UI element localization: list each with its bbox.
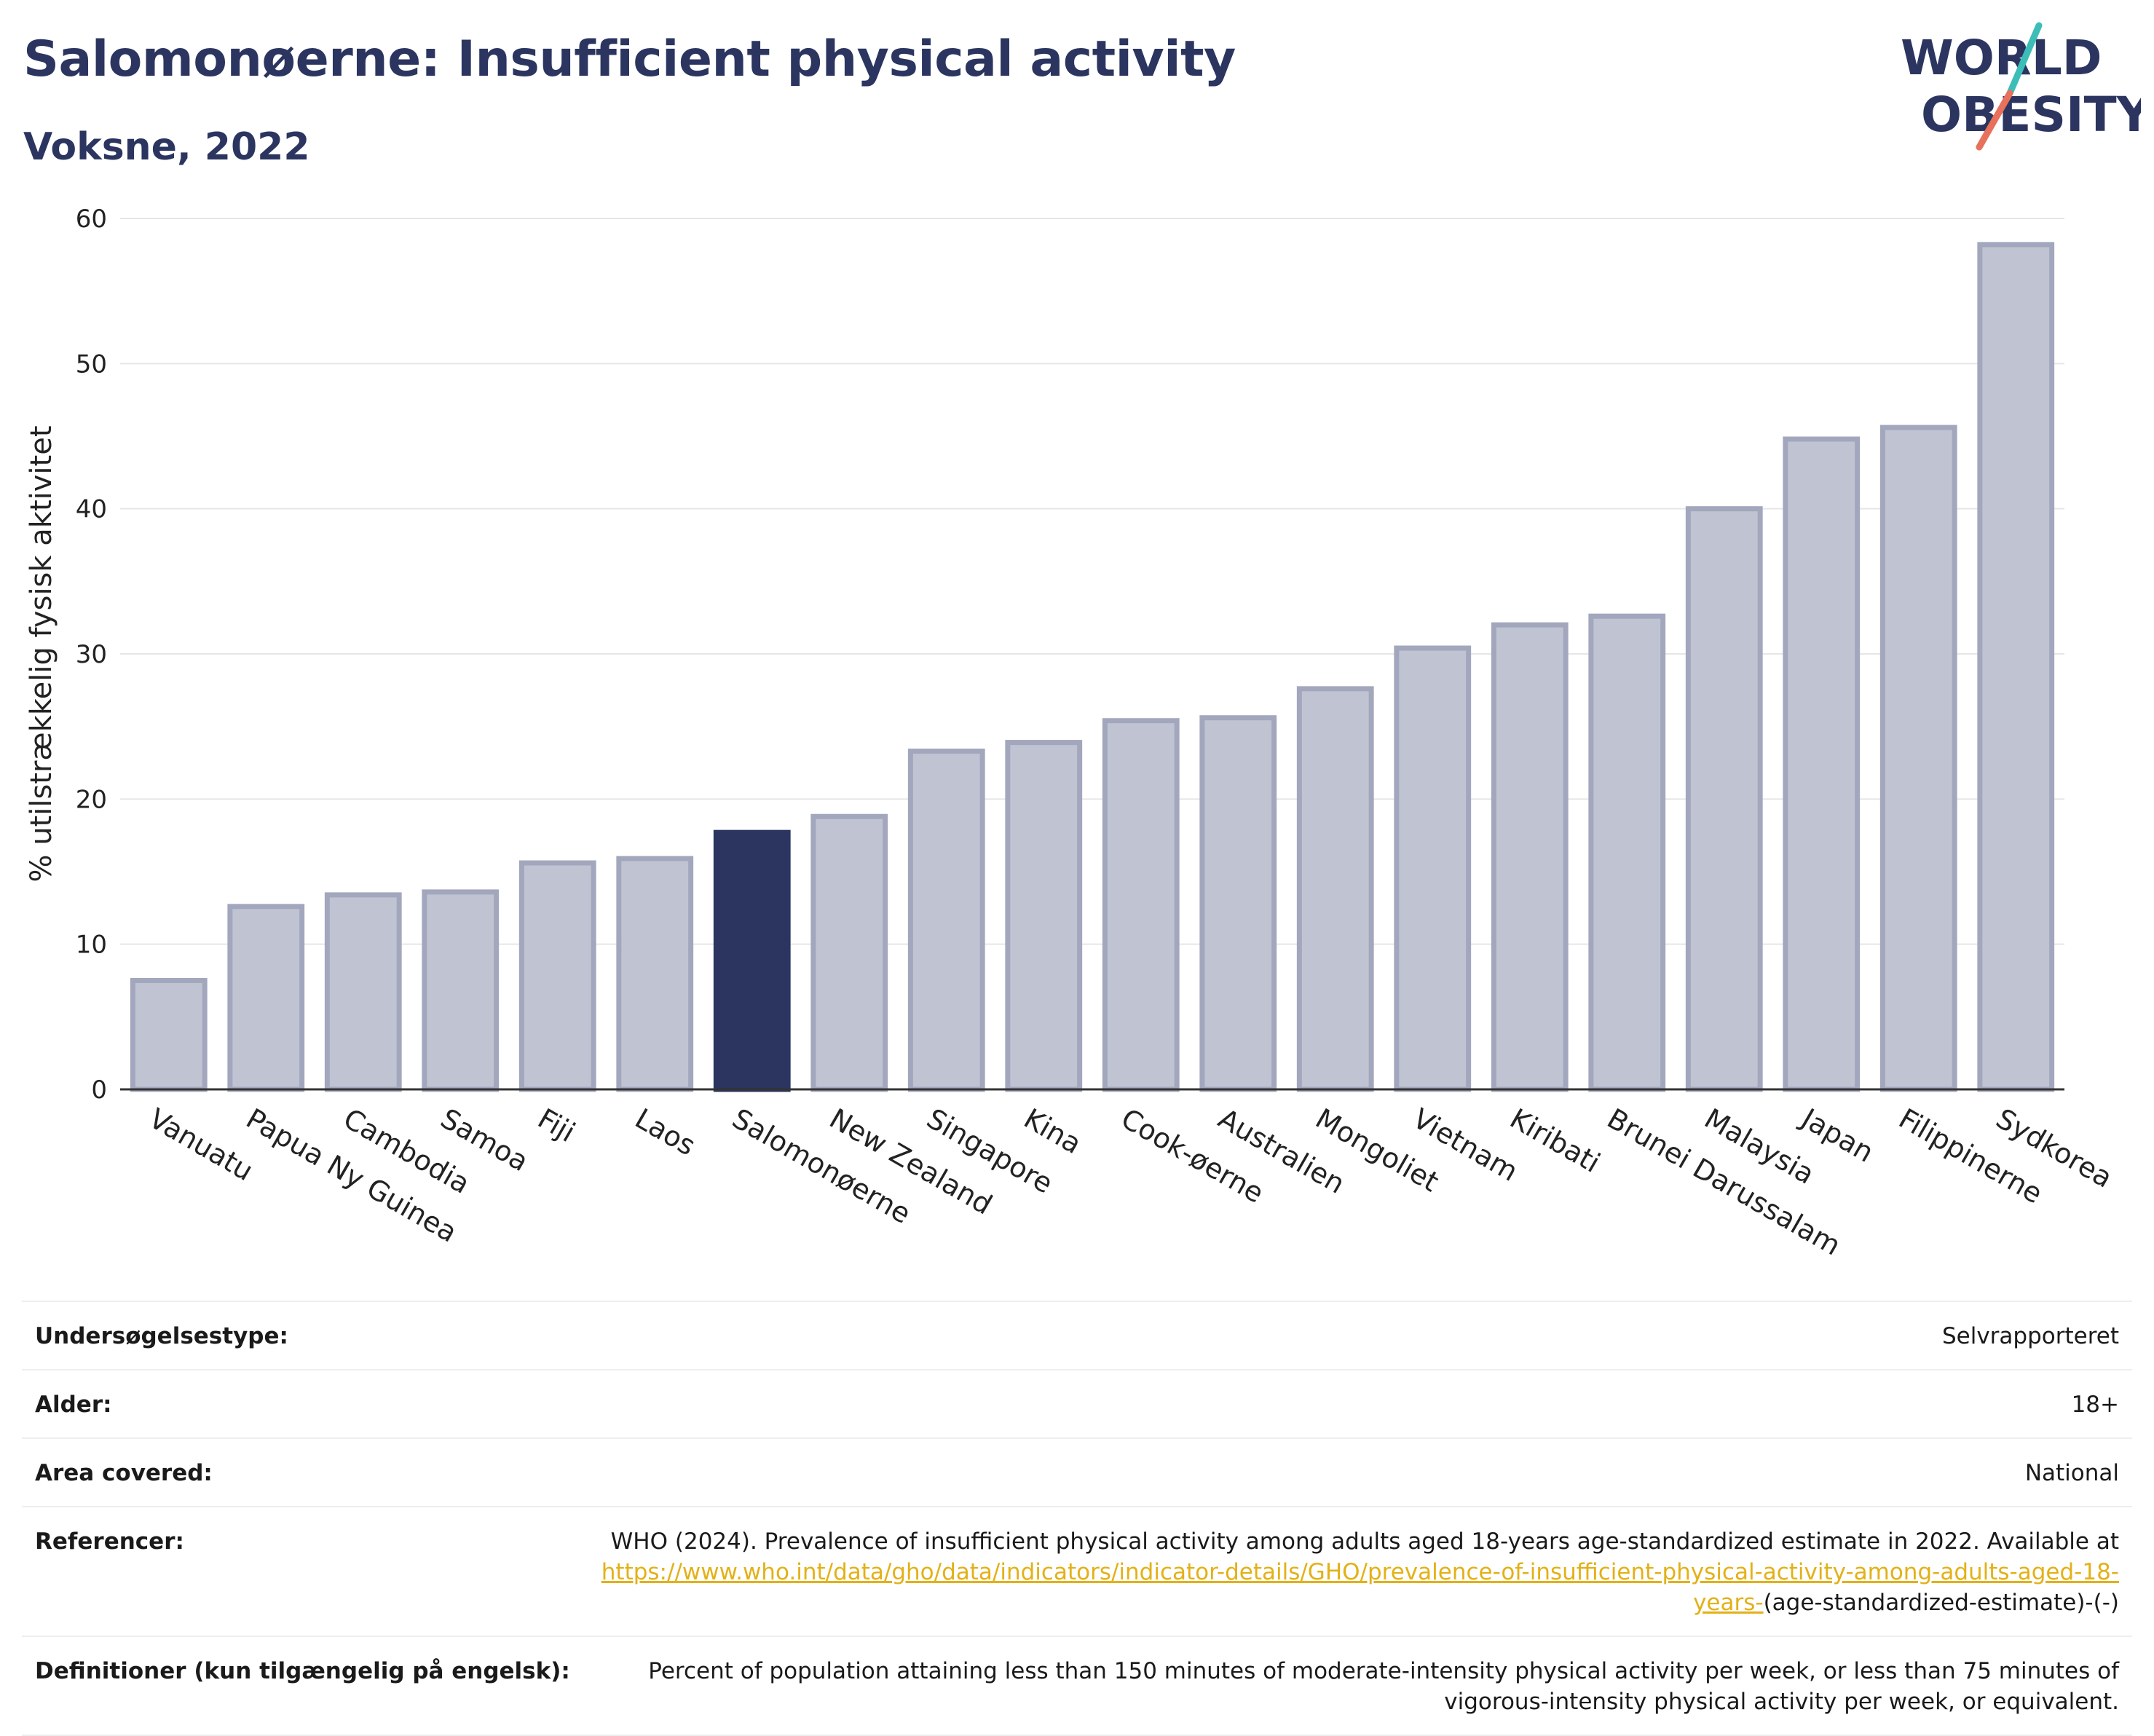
info-key: Undersøgelsestype: [35,1323,288,1349]
bar-papua-ny-guinea[interactable] [227,904,305,1092]
bar-australien[interactable] [1199,715,1277,1092]
info-row-area: Area covered: National [22,1439,2132,1507]
info-key: Alder: [35,1392,112,1418]
info-value: 18+ [2071,1392,2119,1418]
logo-slash-teal [2006,22,2043,97]
bar-new-zealand[interactable] [810,813,888,1092]
y-tick-label: 30 [76,640,107,669]
info-value: Selvrapporteret [1941,1323,2119,1349]
logo-world-text: WORLD [1901,30,2102,86]
x-tick-label: Kina [1019,1102,1087,1161]
logo-obesity-text: OBESITY [1921,87,2141,143]
info-value: National [2024,1460,2119,1486]
y-tick-label: 0 [91,1076,107,1105]
bar-kiribati[interactable] [1491,622,1569,1092]
y-tick-label: 50 [76,350,107,379]
info-value: WHO (2024). Prevalence of insufficient p… [574,1526,2119,1618]
info-key: Area covered: [35,1460,213,1486]
page-title: Salomonøerne: Insufficient physical acti… [23,31,1236,88]
bar-cook-øerne[interactable] [1102,718,1180,1092]
bar-filippinerne[interactable] [1879,425,1957,1092]
x-tick-label: Laos [630,1102,701,1162]
bar-samoa[interactable] [422,889,500,1092]
y-tick-label: 20 [76,785,107,814]
x-tick-label: Kiribati [1504,1102,1606,1179]
info-row-age: Alder: 18+ [22,1370,2132,1439]
bar-mongoliet[interactable] [1296,686,1374,1092]
bar-kina[interactable] [1005,740,1083,1092]
bar-singapore[interactable] [907,749,985,1092]
x-tick-label: Vanuatu [143,1102,259,1187]
bar-malaysia[interactable] [1685,506,1763,1092]
bar-fiji[interactable] [518,860,596,1092]
info-row-definition: Definitioner (kun tilgængelig på engelsk… [22,1637,2132,1736]
x-tick-label: Fiji [532,1102,580,1148]
bar-laos[interactable] [616,856,694,1092]
reference-suffix: (age-standardized-estimate)-(-) [1763,1590,2119,1616]
bar-vanuatu[interactable] [130,978,208,1092]
y-tick-label: 40 [76,495,107,524]
bar-salomonøerne[interactable] [713,829,791,1092]
page-subtitle: Voksne, 2022 [23,125,310,169]
y-tick-label: 10 [76,931,107,960]
bar-sydkorea[interactable] [1977,242,2055,1092]
reference-link[interactable]: https://www.who.int/data/gho/data/indica… [601,1559,2119,1616]
reference-text: WHO (2024). Prevalence of insufficient p… [610,1528,2119,1555]
bars [130,242,2055,1092]
info-key: Definitioner (kun tilgængelig på engelsk… [35,1658,570,1684]
bar-brunei-darussalam[interactable] [1588,613,1666,1092]
y-tick-label: 60 [76,205,107,234]
bar-vietnam[interactable] [1394,645,1472,1092]
bar-japan[interactable] [1783,436,1861,1092]
y-axis-label: % utilstrækkelig fysisk aktivitet [25,425,58,882]
info-table: Undersøgelsestype: Selvrapporteret Alder… [22,1301,2132,1736]
logo-slash-coral [1976,90,2013,151]
info-value: Percent of population attaining less tha… [648,1658,2119,1715]
grid-lines [120,218,2064,945]
info-key: Referencer: [35,1528,184,1555]
info-row-survey-type: Undersøgelsestype: Selvrapporteret [22,1302,2132,1370]
world-obesity-logo: WORLD OBESITY [1901,22,2141,151]
y-axis-ticks: 0 10 20 30 40 50 60 [76,205,107,1105]
bar-cambodia[interactable] [324,892,402,1092]
info-row-references: Referencer: WHO (2024). Prevalence of in… [22,1507,2132,1637]
